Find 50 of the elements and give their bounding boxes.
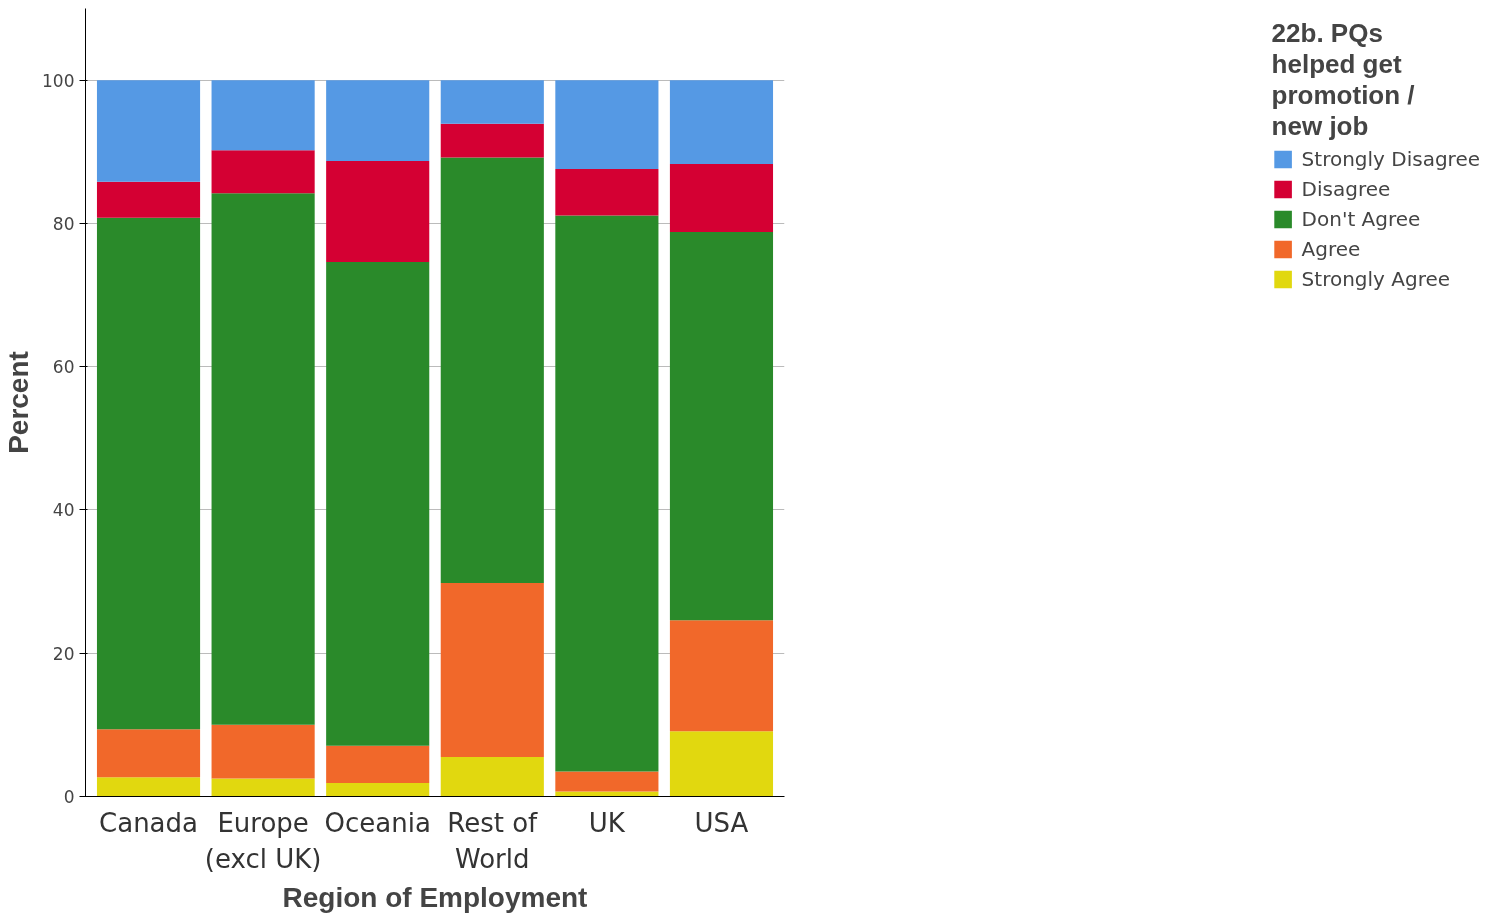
bar [555,771,659,792]
bar [96,80,201,182]
x-tick-label: UK [588,807,626,838]
y-axis-title: Percent [3,351,35,454]
bar [555,80,659,169]
bar [326,80,430,162]
legend-label: Agree [1301,237,1361,261]
bar [669,620,774,732]
bar [555,215,659,772]
bar [669,232,774,621]
bar [326,745,430,783]
x-tick-label: Canada [99,807,198,838]
legend-label: Strongly Agree [1301,267,1451,291]
bar [555,791,659,797]
bar [440,757,544,797]
bar [96,777,201,797]
y-tick-label: 20 [52,643,75,664]
bar [669,163,774,233]
x-tick-label: Oceania [324,807,431,838]
legend-title: 22b. PQs helped get promotion / new job [1271,18,1416,142]
bar [440,123,544,158]
legend-label: Strongly Disagree [1301,147,1480,171]
y-tick-label: 0 [63,787,75,807]
y-tick-label: 80 [52,213,75,234]
x-tick-label: Europe (excl UK) [204,807,322,874]
y-tick-label: 60 [52,357,75,378]
bar [669,80,774,164]
x-tick-label: USA [694,807,749,838]
bar [211,724,315,779]
bar [326,262,430,746]
y-tick-label: 40 [52,500,75,521]
bar [96,729,201,778]
bar [440,80,544,124]
bar [211,193,315,725]
bar [440,583,544,758]
bar [555,168,659,216]
bar [96,181,201,218]
x-tick-label: Rest of World [447,807,539,874]
bar [326,161,430,263]
bar [211,80,315,151]
bar [96,217,201,730]
bar [211,150,315,194]
bar [440,157,544,584]
legend-label: Disagree [1301,177,1391,201]
bar [326,782,430,797]
bar [211,778,315,797]
bar [669,731,774,797]
y-tick-label: 100 [42,70,75,91]
x-axis-title: Region of Employment [282,881,588,913]
legend-label: Don't Agree [1301,207,1421,231]
